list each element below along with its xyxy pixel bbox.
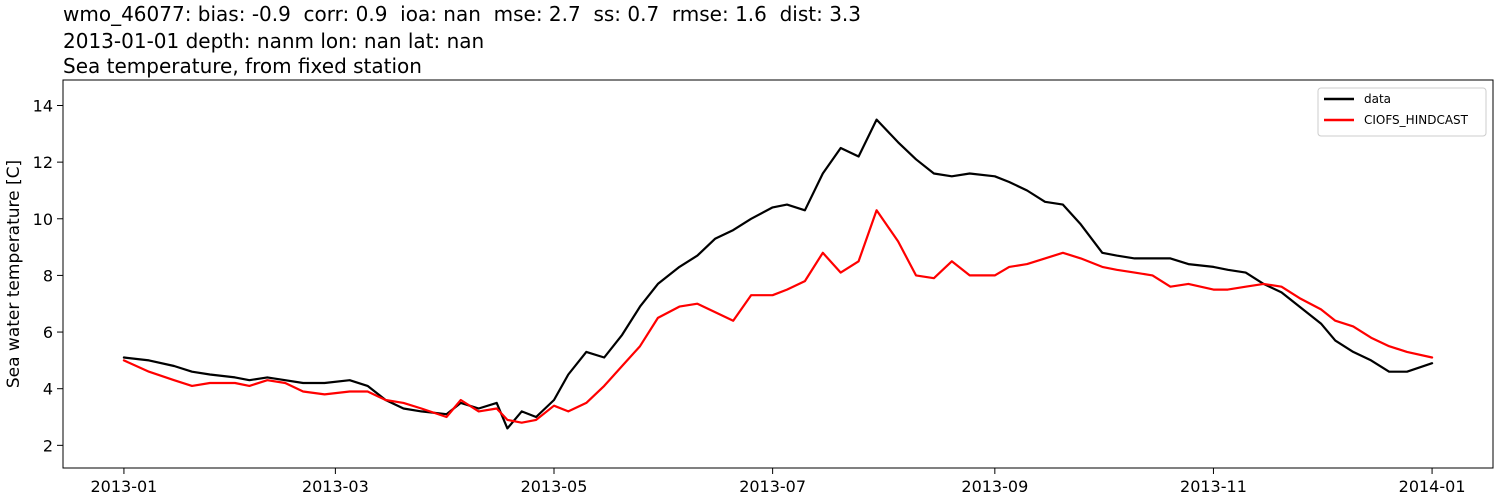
chart-title-variable: Sea temperature, from fixed station (63, 54, 422, 78)
x-tick-label: 2013-01 (90, 477, 157, 496)
y-tick-label: 14 (33, 96, 53, 115)
chart-title-location: 2013-01-01 depth: nanm lon: nan lat: nan (63, 29, 485, 53)
x-tick-label: 2013-11 (1180, 477, 1247, 496)
x-tick-label: 2013-03 (302, 477, 369, 496)
plot-lines (122, 118, 1434, 430)
x-tick-label: 2013-09 (961, 477, 1028, 496)
y-axis-label: Sea water temperature [C] (4, 160, 24, 388)
x-tick-label: 2014-01 (1399, 477, 1466, 496)
series-line-data (122, 118, 1434, 430)
y-tick-label: 6 (43, 323, 53, 342)
y-axis: 2 4 6 8 10 12 14 (33, 96, 63, 455)
legend: data CIOFS_HINDCAST (1317, 87, 1487, 137)
y-tick-label: 2 (43, 436, 53, 455)
x-tick-label: 2013-05 (521, 477, 588, 496)
x-tick-label: 2013-07 (739, 477, 806, 496)
chart-title-metrics: wmo_46077: bias: -0.9 corr: 0.9 ioa: nan… (63, 2, 862, 26)
y-tick-label: 4 (43, 380, 53, 399)
legend-label-data: data (1364, 92, 1391, 106)
series-line-ciofs-hindcast (122, 209, 1434, 424)
y-tick-label: 12 (33, 153, 53, 172)
plot-frame (62, 79, 1494, 469)
legend-label-model: CIOFS_HINDCAST (1364, 113, 1469, 127)
legend-box (1317, 87, 1487, 137)
y-tick-label: 8 (43, 266, 53, 285)
y-tick-label: 10 (33, 210, 53, 229)
x-axis: 2013-01 2013-03 2013-05 2013-07 2013-09 2013-… (90, 468, 1466, 496)
